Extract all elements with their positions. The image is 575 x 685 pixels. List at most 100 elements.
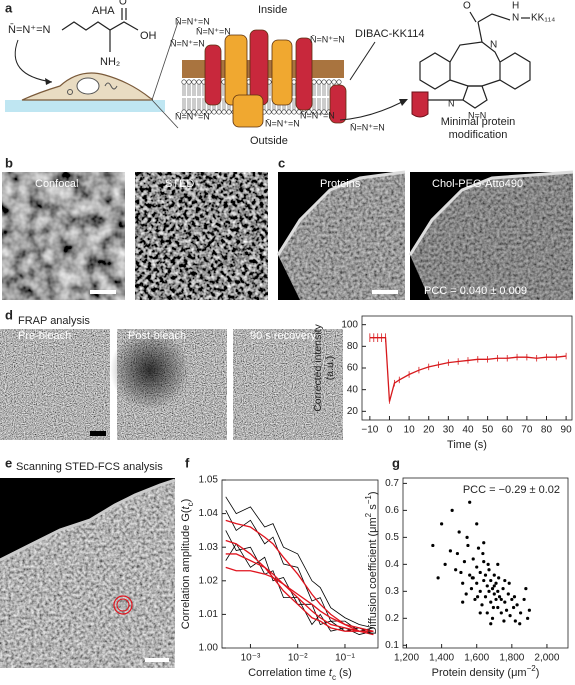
organelle	[67, 89, 73, 95]
label-part: (s)	[336, 667, 352, 679]
point	[478, 589, 482, 593]
protein	[295, 37, 313, 111]
point	[504, 608, 509, 612]
scale-bar	[372, 290, 398, 294]
point	[482, 560, 486, 564]
lipid-head	[276, 109, 282, 115]
point	[462, 560, 467, 564]
label-part: Correlation amplitude G(	[180, 509, 192, 629]
azide: N̄=N⁺=N	[300, 110, 335, 120]
point	[496, 589, 500, 593]
atom: H	[512, 1, 519, 12]
x-tick-label: 20	[423, 425, 435, 436]
y-tick-label: 1.02	[199, 575, 219, 586]
point	[487, 589, 491, 593]
point	[464, 592, 468, 596]
axis-label: Correlation amplitude G(tc)	[180, 499, 195, 630]
atom: O	[119, 0, 127, 8]
point	[468, 500, 472, 504]
y-tick-label: 0.2	[385, 613, 399, 624]
lipid-head	[281, 109, 287, 115]
protein	[329, 84, 347, 124]
point	[510, 597, 514, 602]
lipid-head	[296, 109, 302, 115]
plot-frame	[361, 315, 573, 421]
point	[485, 611, 489, 615]
x-tick-label: 10	[404, 425, 416, 436]
series-line	[225, 496, 374, 629]
axis-label-text: Corrected intensity (a.u.)	[312, 324, 336, 412]
protein	[271, 39, 293, 106]
caption: modification	[449, 129, 508, 141]
lipid-head	[316, 109, 322, 115]
y-tick-label: 80	[347, 341, 359, 352]
point	[492, 584, 496, 588]
point	[526, 616, 530, 620]
organelle	[104, 82, 118, 90]
point	[492, 573, 496, 577]
panel-label: c	[278, 155, 285, 170]
lipid-head	[321, 79, 327, 85]
x-tick-label: −10	[361, 425, 378, 436]
point	[483, 573, 488, 577]
lipid-head	[196, 79, 202, 85]
label-part: 2	[364, 512, 373, 517]
point	[473, 597, 477, 602]
scale-bar	[90, 290, 116, 294]
image	[135, 172, 268, 300]
zoom-line	[151, 99, 179, 129]
atom: NH₂	[100, 56, 120, 68]
y-tick-label: 1.00	[199, 643, 219, 654]
label-part: t	[329, 667, 333, 679]
y-tick-label: 100	[341, 319, 358, 330]
reagent-label: DIBAC-KK114	[355, 28, 425, 40]
ring	[499, 52, 531, 90]
atom: N=N	[468, 110, 486, 120]
arrowhead	[45, 78, 52, 85]
lipid-head	[311, 79, 317, 85]
protein	[232, 94, 264, 128]
charts: −10 0 10 20 30 40 50 60 70 80 90 20 40 60 80 100 Time (s…	[180, 315, 573, 682]
lipid-head	[221, 109, 227, 115]
lipid-head	[291, 109, 297, 115]
x-tick-label: 40	[462, 425, 474, 436]
point	[476, 546, 481, 550]
label-part: c	[332, 673, 336, 682]
point	[503, 600, 507, 604]
point	[461, 581, 465, 585]
y-tick-label: 1.04	[199, 508, 219, 519]
nucleus	[76, 77, 100, 95]
scale-bar	[90, 431, 106, 436]
bond	[469, 11, 477, 23]
panel-label: b	[5, 155, 13, 170]
atom: N	[490, 40, 497, 51]
point	[519, 611, 523, 615]
lipid-head	[181, 79, 187, 85]
lipid-head	[291, 79, 297, 85]
point	[512, 595, 517, 599]
point	[494, 581, 498, 585]
y-tick-label: 0.4	[385, 559, 399, 570]
panel-d: d FRAP analysis Pre-bleach Post-bleach 9…	[0, 307, 343, 440]
cell-edge	[0, 478, 176, 562]
point	[481, 551, 485, 556]
point	[475, 522, 479, 526]
panel-title: FRAP analysis	[18, 315, 90, 327]
image-label: Proteins	[320, 178, 361, 190]
point	[457, 530, 461, 534]
series-line	[225, 566, 374, 632]
point	[478, 570, 482, 575]
azide: N̄=N⁺=N	[8, 23, 51, 36]
panel-b: b Confocal STED	[2, 155, 268, 300]
label-part: )	[180, 499, 192, 503]
side-label: Inside	[258, 4, 287, 16]
point	[518, 622, 522, 626]
point	[455, 551, 460, 556]
series-line	[225, 510, 374, 632]
point	[501, 587, 505, 591]
x-tick-label: 30	[443, 425, 455, 436]
point	[471, 576, 475, 580]
arrowhead	[399, 99, 408, 106]
point	[486, 562, 490, 566]
point	[482, 541, 486, 545]
